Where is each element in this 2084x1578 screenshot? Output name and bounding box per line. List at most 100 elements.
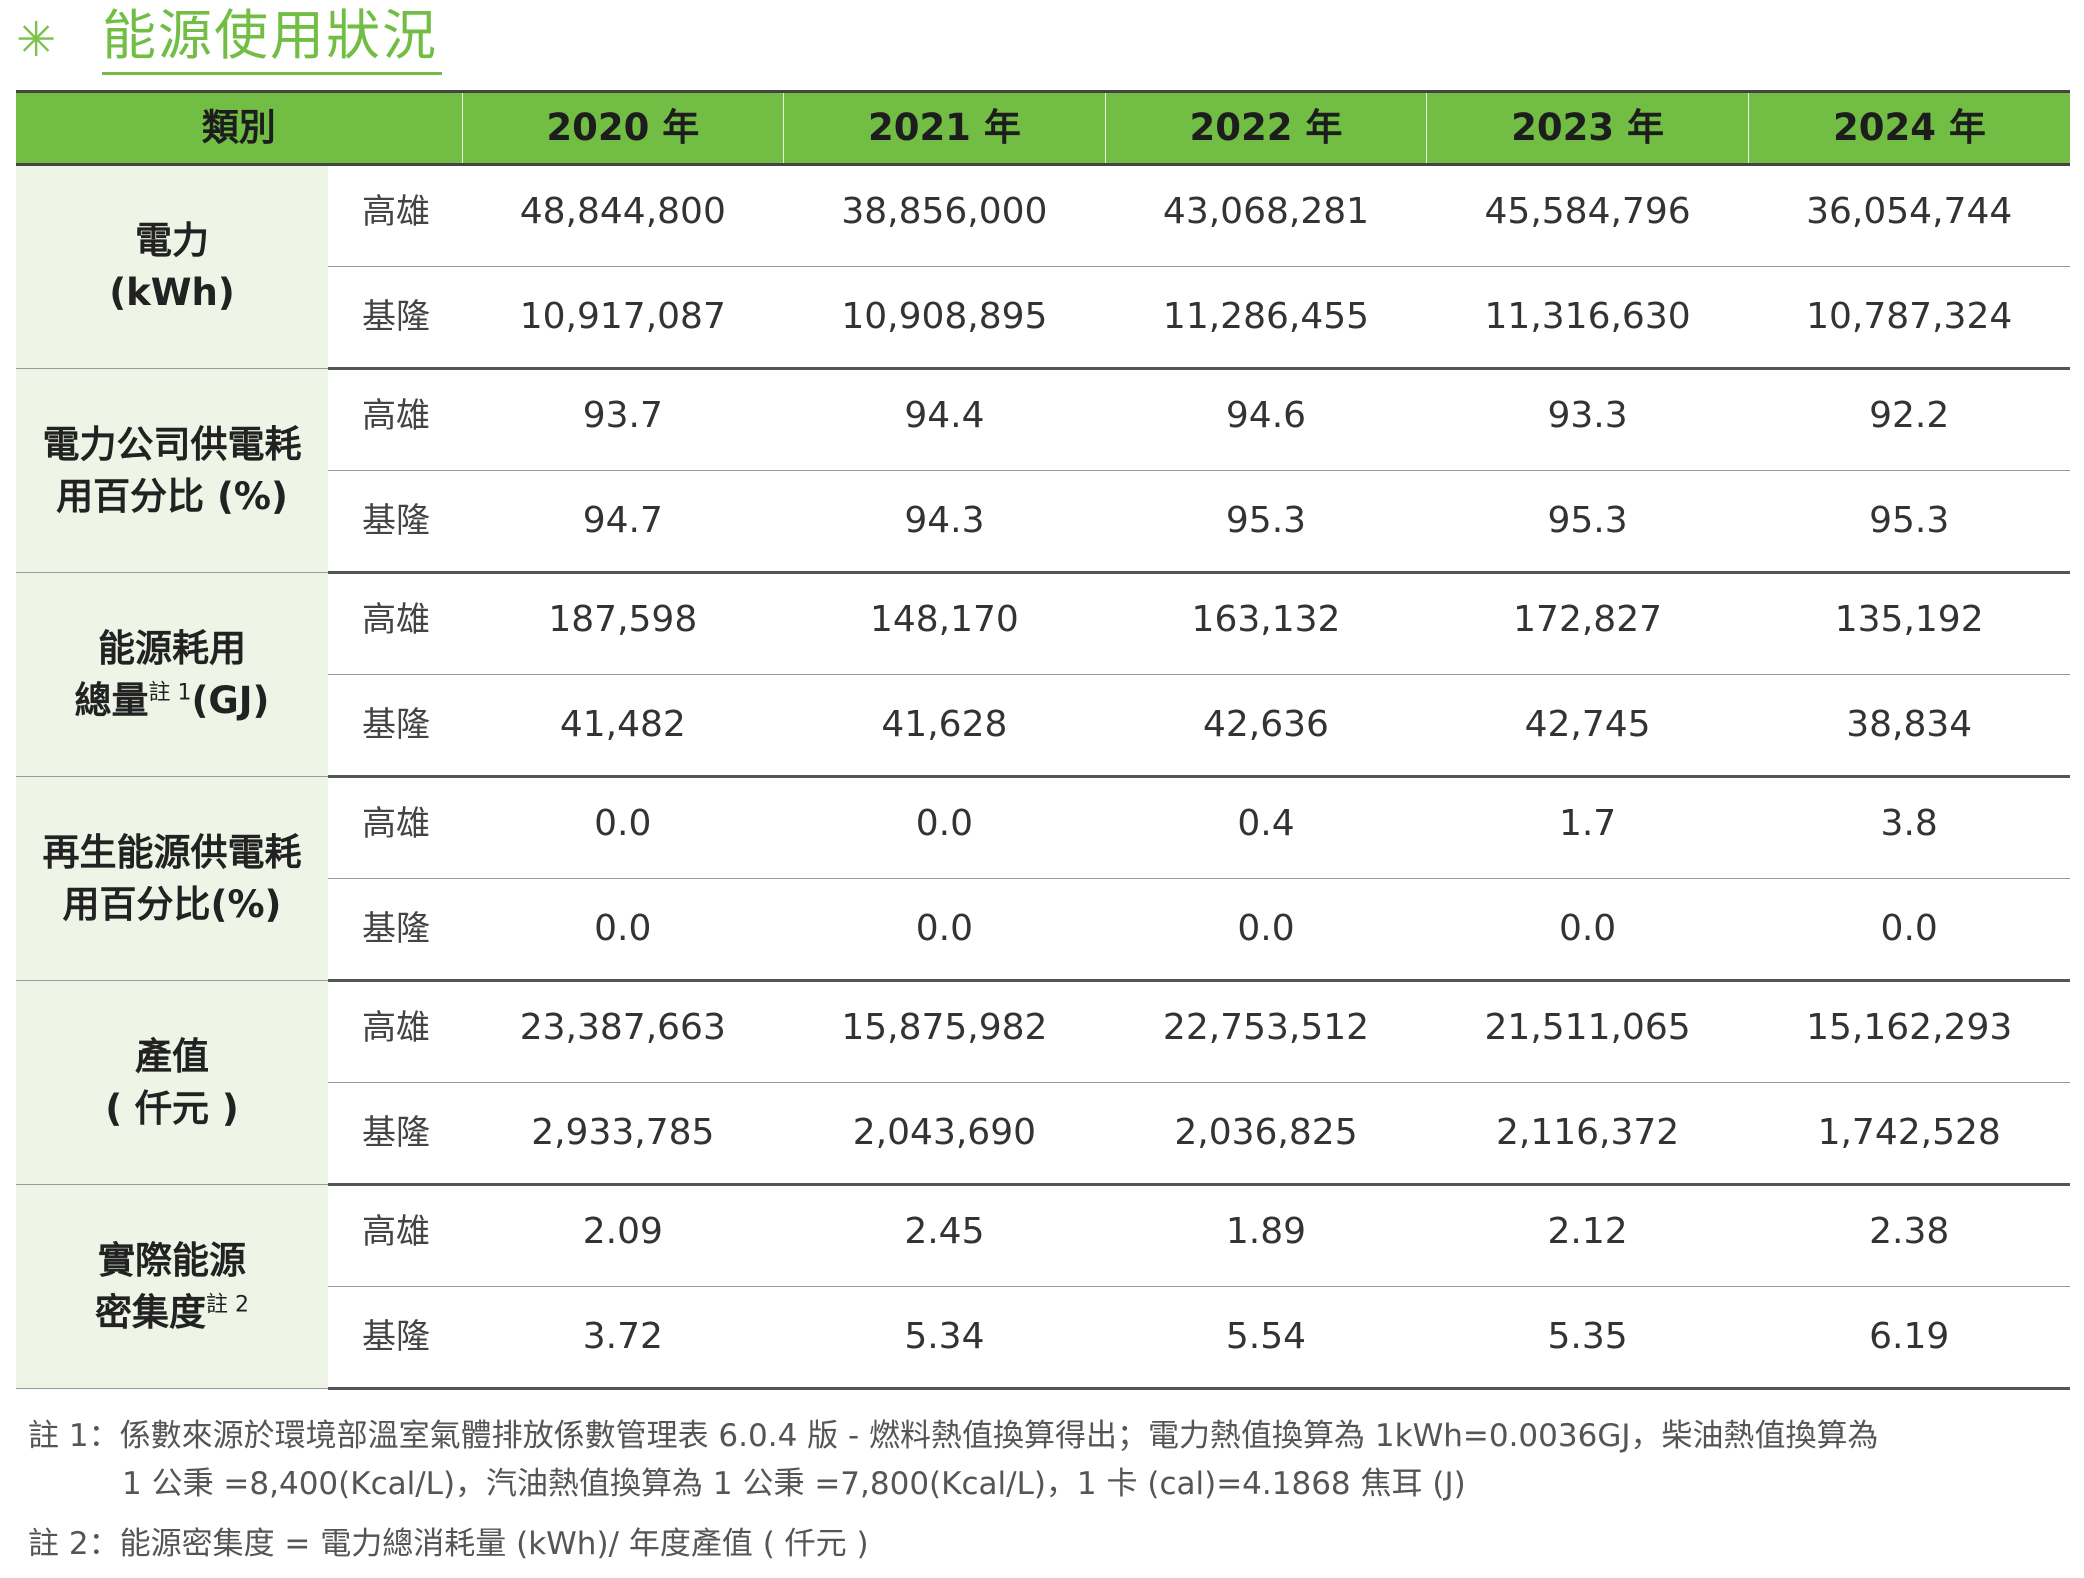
value-cell: 38,856,000 xyxy=(783,164,1106,267)
value-cell: 38,834 xyxy=(1748,674,2070,778)
value-cell: 172,827 xyxy=(1426,572,1749,675)
value-cell: 10,787,324 xyxy=(1748,266,2070,370)
value-cell: 95.3 xyxy=(1105,470,1427,574)
value-cell: 1.89 xyxy=(1105,1184,1427,1287)
footnote-marker: 註 2 xyxy=(206,1292,249,1318)
value-cell: 5.34 xyxy=(783,1286,1106,1390)
value-cell: 0.0 xyxy=(1105,878,1427,982)
site-label: 基隆 xyxy=(328,1286,462,1390)
value-cell: 2.12 xyxy=(1426,1184,1749,1287)
table-header-row: 類別 2020 年 2021 年 2022 年 2023 年 2024 年 xyxy=(16,90,2070,166)
section-heading: ✳ 能源使用狀況 xyxy=(16,0,2084,80)
site-label: 基隆 xyxy=(328,878,462,982)
value-cell: 2.45 xyxy=(783,1184,1106,1287)
value-cell: 95.3 xyxy=(1426,470,1749,574)
value-cell: 1.7 xyxy=(1426,776,1749,879)
header-year: 2022 年 xyxy=(1104,90,1427,166)
energy-usage-table: 類別 2020 年 2021 年 2022 年 2023 年 2024 年 電力… xyxy=(16,90,2070,1390)
category-label-line: 用百分比 (%) xyxy=(16,471,328,523)
footnotes: 註 1：係數來源於環境部溫室氣體排放係數管理表 6.0.4 版 - 燃料熱值換算… xyxy=(28,1412,2068,1578)
table-row: 能源耗用 總量註 1(GJ) 高雄 187,598 148,170 163,132 172,… xyxy=(16,572,2070,777)
value-cell: 5.35 xyxy=(1426,1286,1749,1390)
value-cell: 45,584,796 xyxy=(1426,164,1749,267)
value-cell: 42,636 xyxy=(1105,674,1427,778)
category-label-text: ( 仟元 ) xyxy=(105,1086,239,1130)
value-cell: 15,875,982 xyxy=(783,980,1106,1083)
value-cell: 6.19 xyxy=(1748,1286,2070,1390)
category-label-text: 實際能源 xyxy=(98,1238,246,1282)
table-row: 電力公司供電耗 用百分比 (%) 高雄 93.7 94.4 94.6 93.3 92.2 xyxy=(16,368,2070,573)
header-year: 2020 年 xyxy=(461,90,784,166)
value-cell: 2.09 xyxy=(462,1184,784,1287)
value-cell: 48,844,800 xyxy=(462,164,784,267)
value-cell: 41,482 xyxy=(462,674,784,778)
value-cell: 0.0 xyxy=(783,878,1106,982)
category-label-text: 能源耗用 xyxy=(98,626,246,670)
site-label: 基隆 xyxy=(328,266,462,370)
category-label-line: 能源耗用 xyxy=(16,623,328,675)
site-label: 高雄 xyxy=(328,776,462,879)
category-label-text: 產值 xyxy=(135,1034,209,1078)
table-row: 再生能源供電耗 用百分比(%) 高雄 0.0 0.0 0.4 1.7 3.8 xyxy=(16,776,2070,981)
value-cell: 22,753,512 xyxy=(1105,980,1427,1083)
footnote-2: 註 2：能源密集度 = 電力總消耗量 (kWh)/ 年度產值 ( 仟元 ) xyxy=(28,1526,869,1562)
value-cell: 0.4 xyxy=(1105,776,1427,879)
category-label: 產值 ( 仟元 ) xyxy=(16,980,328,1185)
category-label: 實際能源密集度註 2 xyxy=(16,1184,328,1389)
value-cell: 0.0 xyxy=(462,878,784,982)
value-cell: 43,068,281 xyxy=(1105,164,1427,267)
value-cell: 3.8 xyxy=(1748,776,2070,879)
value-cell: 2.38 xyxy=(1748,1184,2070,1287)
category-label-text: 再生能源供電耗 xyxy=(42,830,302,874)
value-cell: 41,628 xyxy=(783,674,1106,778)
value-cell: 92.2 xyxy=(1748,368,2070,471)
category-label: 再生能源供電耗 用百分比(%) xyxy=(16,776,328,981)
category-label-line: 產值 xyxy=(16,1031,328,1083)
value-cell: 10,917,087 xyxy=(462,266,784,370)
value-cell: 2,933,785 xyxy=(462,1082,784,1186)
site-label: 高雄 xyxy=(328,572,462,675)
unit-label: (GJ) xyxy=(191,678,270,722)
category-label-text: 電力公司供電耗 xyxy=(42,422,302,466)
category-label-text: 密集度 xyxy=(95,1290,206,1334)
table-row: 基隆 41,482 41,628 42,636 42,745 38,834 xyxy=(16,674,2070,778)
table-row: 電力 (kWh) 高雄 48,844,800 38,856,000 43,068,281 4… xyxy=(16,164,2070,369)
value-cell: 95.3 xyxy=(1748,470,2070,574)
value-cell: 23,387,663 xyxy=(462,980,784,1083)
table-row: 基隆 3.72 5.34 5.54 5.35 6.19 xyxy=(16,1286,2070,1390)
category-label-line: 再生能源供電耗 xyxy=(16,827,328,879)
category-label-line: 密集度註 2 xyxy=(16,1287,328,1339)
category-label-line: (kWh) xyxy=(16,267,328,319)
table-row: 基隆 10,917,087 10,908,895 11,286,455 11,316,6… xyxy=(16,266,2070,370)
category-label-text: (kWh) xyxy=(109,271,235,314)
category-label: 電力 (kWh) xyxy=(16,164,328,369)
page-title: 能源使用狀況 xyxy=(102,5,442,75)
category-label-line: 總量註 1(GJ) xyxy=(16,675,328,727)
value-cell: 94.3 xyxy=(783,470,1106,574)
table-row: 基隆 0.0 0.0 0.0 0.0 0.0 xyxy=(16,878,2070,982)
value-cell: 148,170 xyxy=(783,572,1106,675)
category-label-line: 電力 xyxy=(16,215,328,267)
value-cell: 2,043,690 xyxy=(783,1082,1106,1186)
category-label: 能源耗用總量註 1(GJ) xyxy=(16,572,328,777)
category-label-line: 電力公司供電耗 xyxy=(16,419,328,471)
category-label-text: 用百分比(%) xyxy=(62,882,282,926)
value-cell: 11,316,630 xyxy=(1426,266,1749,370)
value-cell: 11,286,455 xyxy=(1105,266,1427,370)
table-row: 產值 ( 仟元 ) 高雄 23,387,663 15,875,982 22,753,512… xyxy=(16,980,2070,1185)
header-year: 2024 年 xyxy=(1747,90,2070,166)
category-label-line: 實際能源 xyxy=(16,1235,328,1287)
site-label: 基隆 xyxy=(328,470,462,574)
value-cell: 36,054,744 xyxy=(1748,164,2070,267)
category-label-text: 電力 xyxy=(135,219,209,262)
value-cell: 3.72 xyxy=(462,1286,784,1390)
category-label-text: 用百分比 (%) xyxy=(56,474,288,518)
value-cell: 93.7 xyxy=(462,368,784,471)
table-row: 實際能源 密集度註 2 高雄 2.09 2.45 1.89 2.12 2.38 xyxy=(16,1184,2070,1389)
category-label-text: 總量 xyxy=(74,678,149,722)
header-year: 2023 年 xyxy=(1426,90,1749,166)
value-cell: 42,745 xyxy=(1426,674,1749,778)
value-cell: 94.4 xyxy=(783,368,1106,471)
value-cell: 163,132 xyxy=(1105,572,1427,675)
category-label-line: 用百分比(%) xyxy=(16,879,328,931)
